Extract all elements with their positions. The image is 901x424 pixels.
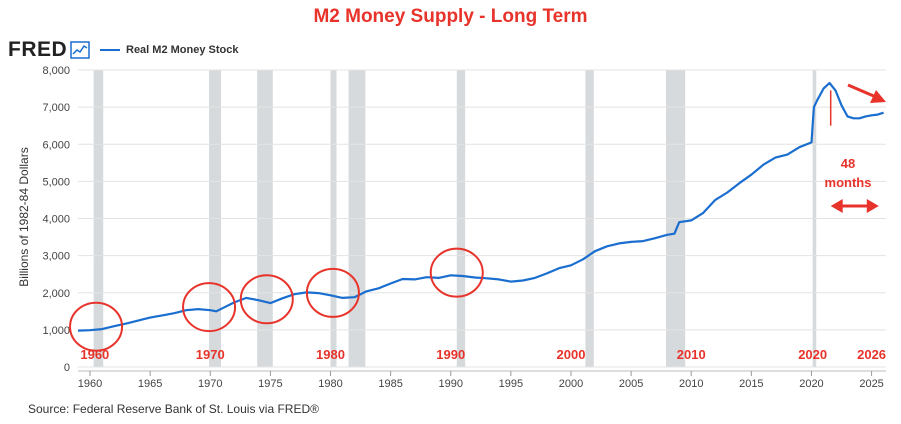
legend-label: Real M2 Money Stock xyxy=(126,44,239,56)
trend-arrow-shaft xyxy=(847,83,877,99)
decade-label: 1970 xyxy=(196,347,225,362)
grid-lines xyxy=(78,69,886,368)
x-tick-label: 1995 xyxy=(499,378,523,390)
decade-label: 2010 xyxy=(677,347,706,362)
x-tick-label: 1975 xyxy=(258,378,282,390)
highlight-circle xyxy=(305,267,360,318)
fred-logo[interactable]: FRED xyxy=(8,38,90,62)
y-tick-label: 5,000 xyxy=(42,176,70,188)
y-tick-label: 4,000 xyxy=(42,214,70,226)
decade-label: 1960 xyxy=(80,347,109,362)
x-tick-label: 1970 xyxy=(198,378,222,390)
highlight-circle xyxy=(429,247,484,298)
x-tick-label: 1980 xyxy=(318,378,342,390)
legend-swatch xyxy=(100,49,120,51)
x-tick-label: 2005 xyxy=(619,378,643,390)
highlight-circle xyxy=(182,282,237,333)
x-tick-label: 1960 xyxy=(78,378,102,390)
decade-label: 1980 xyxy=(316,347,345,362)
y-tick-label: 3,000 xyxy=(42,251,70,263)
series-layer xyxy=(77,81,884,332)
highlight-circle xyxy=(69,301,124,352)
decade-label: 2000 xyxy=(557,347,586,362)
span-arrow-left-head xyxy=(830,199,843,213)
x-tick-label: 1965 xyxy=(138,378,162,390)
x-tick-label: 2025 xyxy=(859,378,883,390)
x-tick-label: 1985 xyxy=(378,378,402,390)
decade-label: 1990 xyxy=(436,347,465,362)
highlight-circle xyxy=(239,274,294,325)
decade-label: 2026 xyxy=(857,347,886,362)
chart-line-icon xyxy=(70,41,90,59)
axes: 0 1,000 2,000 3,000 4,000 5,000 6,000 7,000 8,00… xyxy=(42,65,886,390)
trend-arrow-head xyxy=(870,90,886,103)
y-tick-label: 2,000 xyxy=(42,288,70,300)
x-tick-label: 1990 xyxy=(438,378,462,390)
chart-legend: Real M2 Money Stock xyxy=(100,44,238,56)
series-line-real-m2 xyxy=(77,81,884,332)
x-tick-label: 2020 xyxy=(799,378,823,390)
months-unit-label: months xyxy=(825,175,872,190)
y-tick-label: 0 xyxy=(64,362,70,374)
y-axis-label: Billions of 1982-84 Dollars xyxy=(17,147,31,286)
x-tick-label: 2010 xyxy=(679,378,703,390)
source-note: Source: Federal Reserve Bank of St. Loui… xyxy=(28,402,319,416)
y-tick-label: 1,000 xyxy=(42,325,70,337)
y-tick-label: 6,000 xyxy=(42,139,70,151)
x-tick-label: 2015 xyxy=(739,378,763,390)
annotations: 1960 1970 1980 1990 2000 2010 2020 2026 48 months xyxy=(69,83,886,362)
x-tick-label: 2000 xyxy=(559,378,583,390)
span-arrow-right-head xyxy=(866,199,879,213)
chart-headline: M2 Money Supply - Long Term xyxy=(313,6,588,27)
y-tick-label: 7,000 xyxy=(42,102,70,114)
months-count-label: 48 xyxy=(841,156,855,171)
decade-label: 2020 xyxy=(798,347,827,362)
fred-logo-text: FRED xyxy=(8,38,68,61)
y-tick-label: 8,000 xyxy=(42,65,70,77)
